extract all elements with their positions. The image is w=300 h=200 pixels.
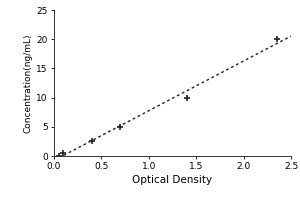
X-axis label: Optical Density: Optical Density xyxy=(132,175,213,185)
Y-axis label: Concentration(ng/mL): Concentration(ng/mL) xyxy=(23,33,32,133)
